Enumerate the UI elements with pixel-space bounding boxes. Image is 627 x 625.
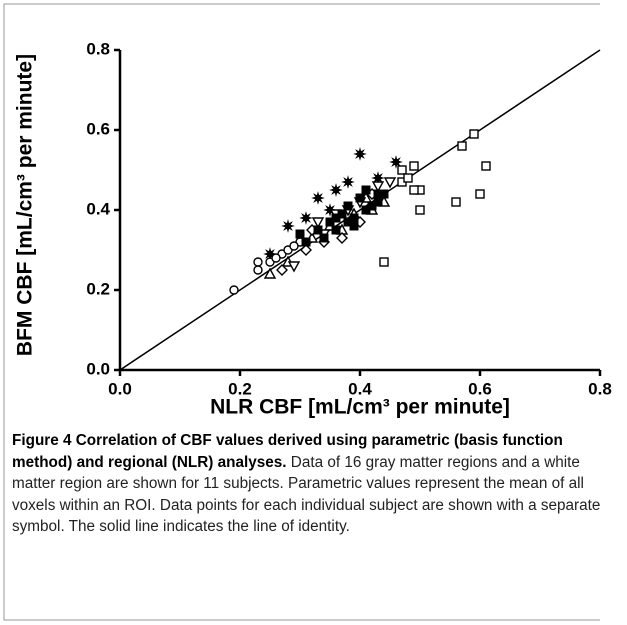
point — [337, 209, 347, 219]
point — [343, 217, 353, 227]
point — [289, 241, 299, 251]
point — [287, 261, 301, 273]
point — [343, 201, 353, 211]
point — [276, 264, 288, 276]
point — [253, 265, 263, 275]
x-axis-label: NLR CBF [mL/cm³ per minute] — [210, 396, 510, 419]
point — [415, 205, 425, 215]
y-tick-label: 0.6 — [86, 119, 110, 138]
point — [397, 165, 407, 175]
figure-frame — [3, 3, 600, 621]
point — [336, 232, 348, 244]
x-tick-label: 0.2 — [228, 379, 252, 398]
point — [355, 193, 365, 203]
point — [379, 257, 389, 267]
point — [341, 175, 355, 189]
point — [299, 211, 313, 225]
point — [271, 253, 281, 263]
point — [281, 219, 295, 233]
point — [295, 229, 305, 239]
point — [457, 141, 467, 151]
identity-line — [119, 49, 601, 371]
x-tick-label: 0.6 — [468, 379, 492, 398]
point — [300, 244, 312, 256]
y-tick-label: 0.0 — [86, 359, 110, 378]
point — [451, 197, 461, 207]
y-tick-label: 0.2 — [86, 279, 110, 298]
point — [373, 197, 383, 207]
point — [409, 185, 419, 195]
point — [389, 155, 403, 169]
point — [409, 161, 419, 171]
point — [403, 173, 413, 183]
y-tick-label: 0.8 — [86, 39, 110, 58]
x-tick-label: 0.0 — [108, 379, 132, 398]
point — [229, 285, 239, 295]
x-tick-label: 0.8 — [588, 379, 612, 398]
point — [253, 257, 263, 267]
point — [319, 233, 329, 243]
x-tick-label: 0.4 — [348, 379, 372, 398]
point — [383, 177, 397, 189]
caption-title: Figure 4 Correlation of CBF values deriv… — [12, 432, 563, 471]
point — [313, 225, 323, 235]
point — [481, 161, 491, 171]
point — [263, 267, 277, 279]
point — [353, 147, 367, 161]
point — [371, 181, 385, 193]
caption: Figure 4 Correlation of CBF values deriv… — [12, 430, 612, 538]
point — [311, 217, 325, 229]
point — [331, 225, 341, 235]
point — [361, 185, 371, 195]
point — [311, 191, 325, 205]
y-tick-label: 0.4 — [86, 199, 110, 218]
point — [475, 189, 485, 199]
point — [379, 189, 389, 199]
point — [329, 183, 343, 197]
point — [301, 237, 311, 247]
caption-text: Data of 16 gray matter regions and a whi… — [12, 453, 601, 536]
y-axis-label: BFM CBF [mL/cm³ per minute] — [14, 54, 37, 356]
point — [469, 129, 479, 139]
